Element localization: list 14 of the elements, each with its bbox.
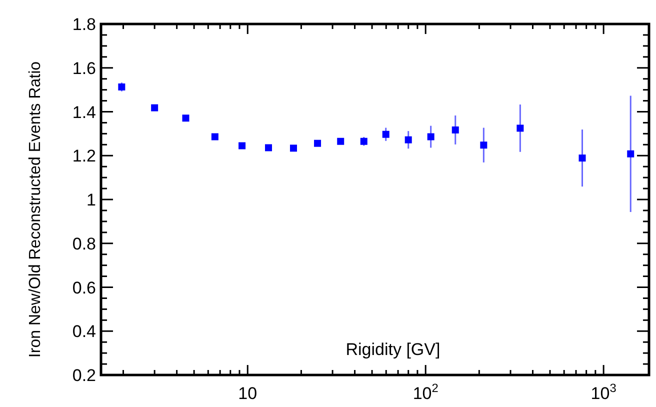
y-tick-label: 1.2 bbox=[72, 146, 96, 166]
y-tick-label: 0.6 bbox=[72, 278, 96, 298]
y-tick-label: 0.8 bbox=[72, 234, 96, 254]
y-axis-title: Iron New/Old Reconstructed Events Ratio bbox=[27, 61, 44, 358]
y-tick-label: 1.6 bbox=[72, 58, 96, 78]
x-axis-title: Rigidity [GV] bbox=[346, 340, 440, 359]
x-tick-label: 10 bbox=[238, 384, 258, 403]
x-tick-label: 10$^{2}$ bbox=[412, 381, 439, 403]
x-tick-label: 10$^{3}$ bbox=[590, 381, 617, 403]
y-tick-label: 1.4 bbox=[72, 102, 96, 122]
y-tick-label: 1 bbox=[86, 190, 96, 210]
y-tick-label: 1.8 bbox=[72, 15, 96, 34]
y-tick-label: 0.2 bbox=[72, 366, 96, 385]
y-tick-label: 0.4 bbox=[72, 322, 96, 342]
